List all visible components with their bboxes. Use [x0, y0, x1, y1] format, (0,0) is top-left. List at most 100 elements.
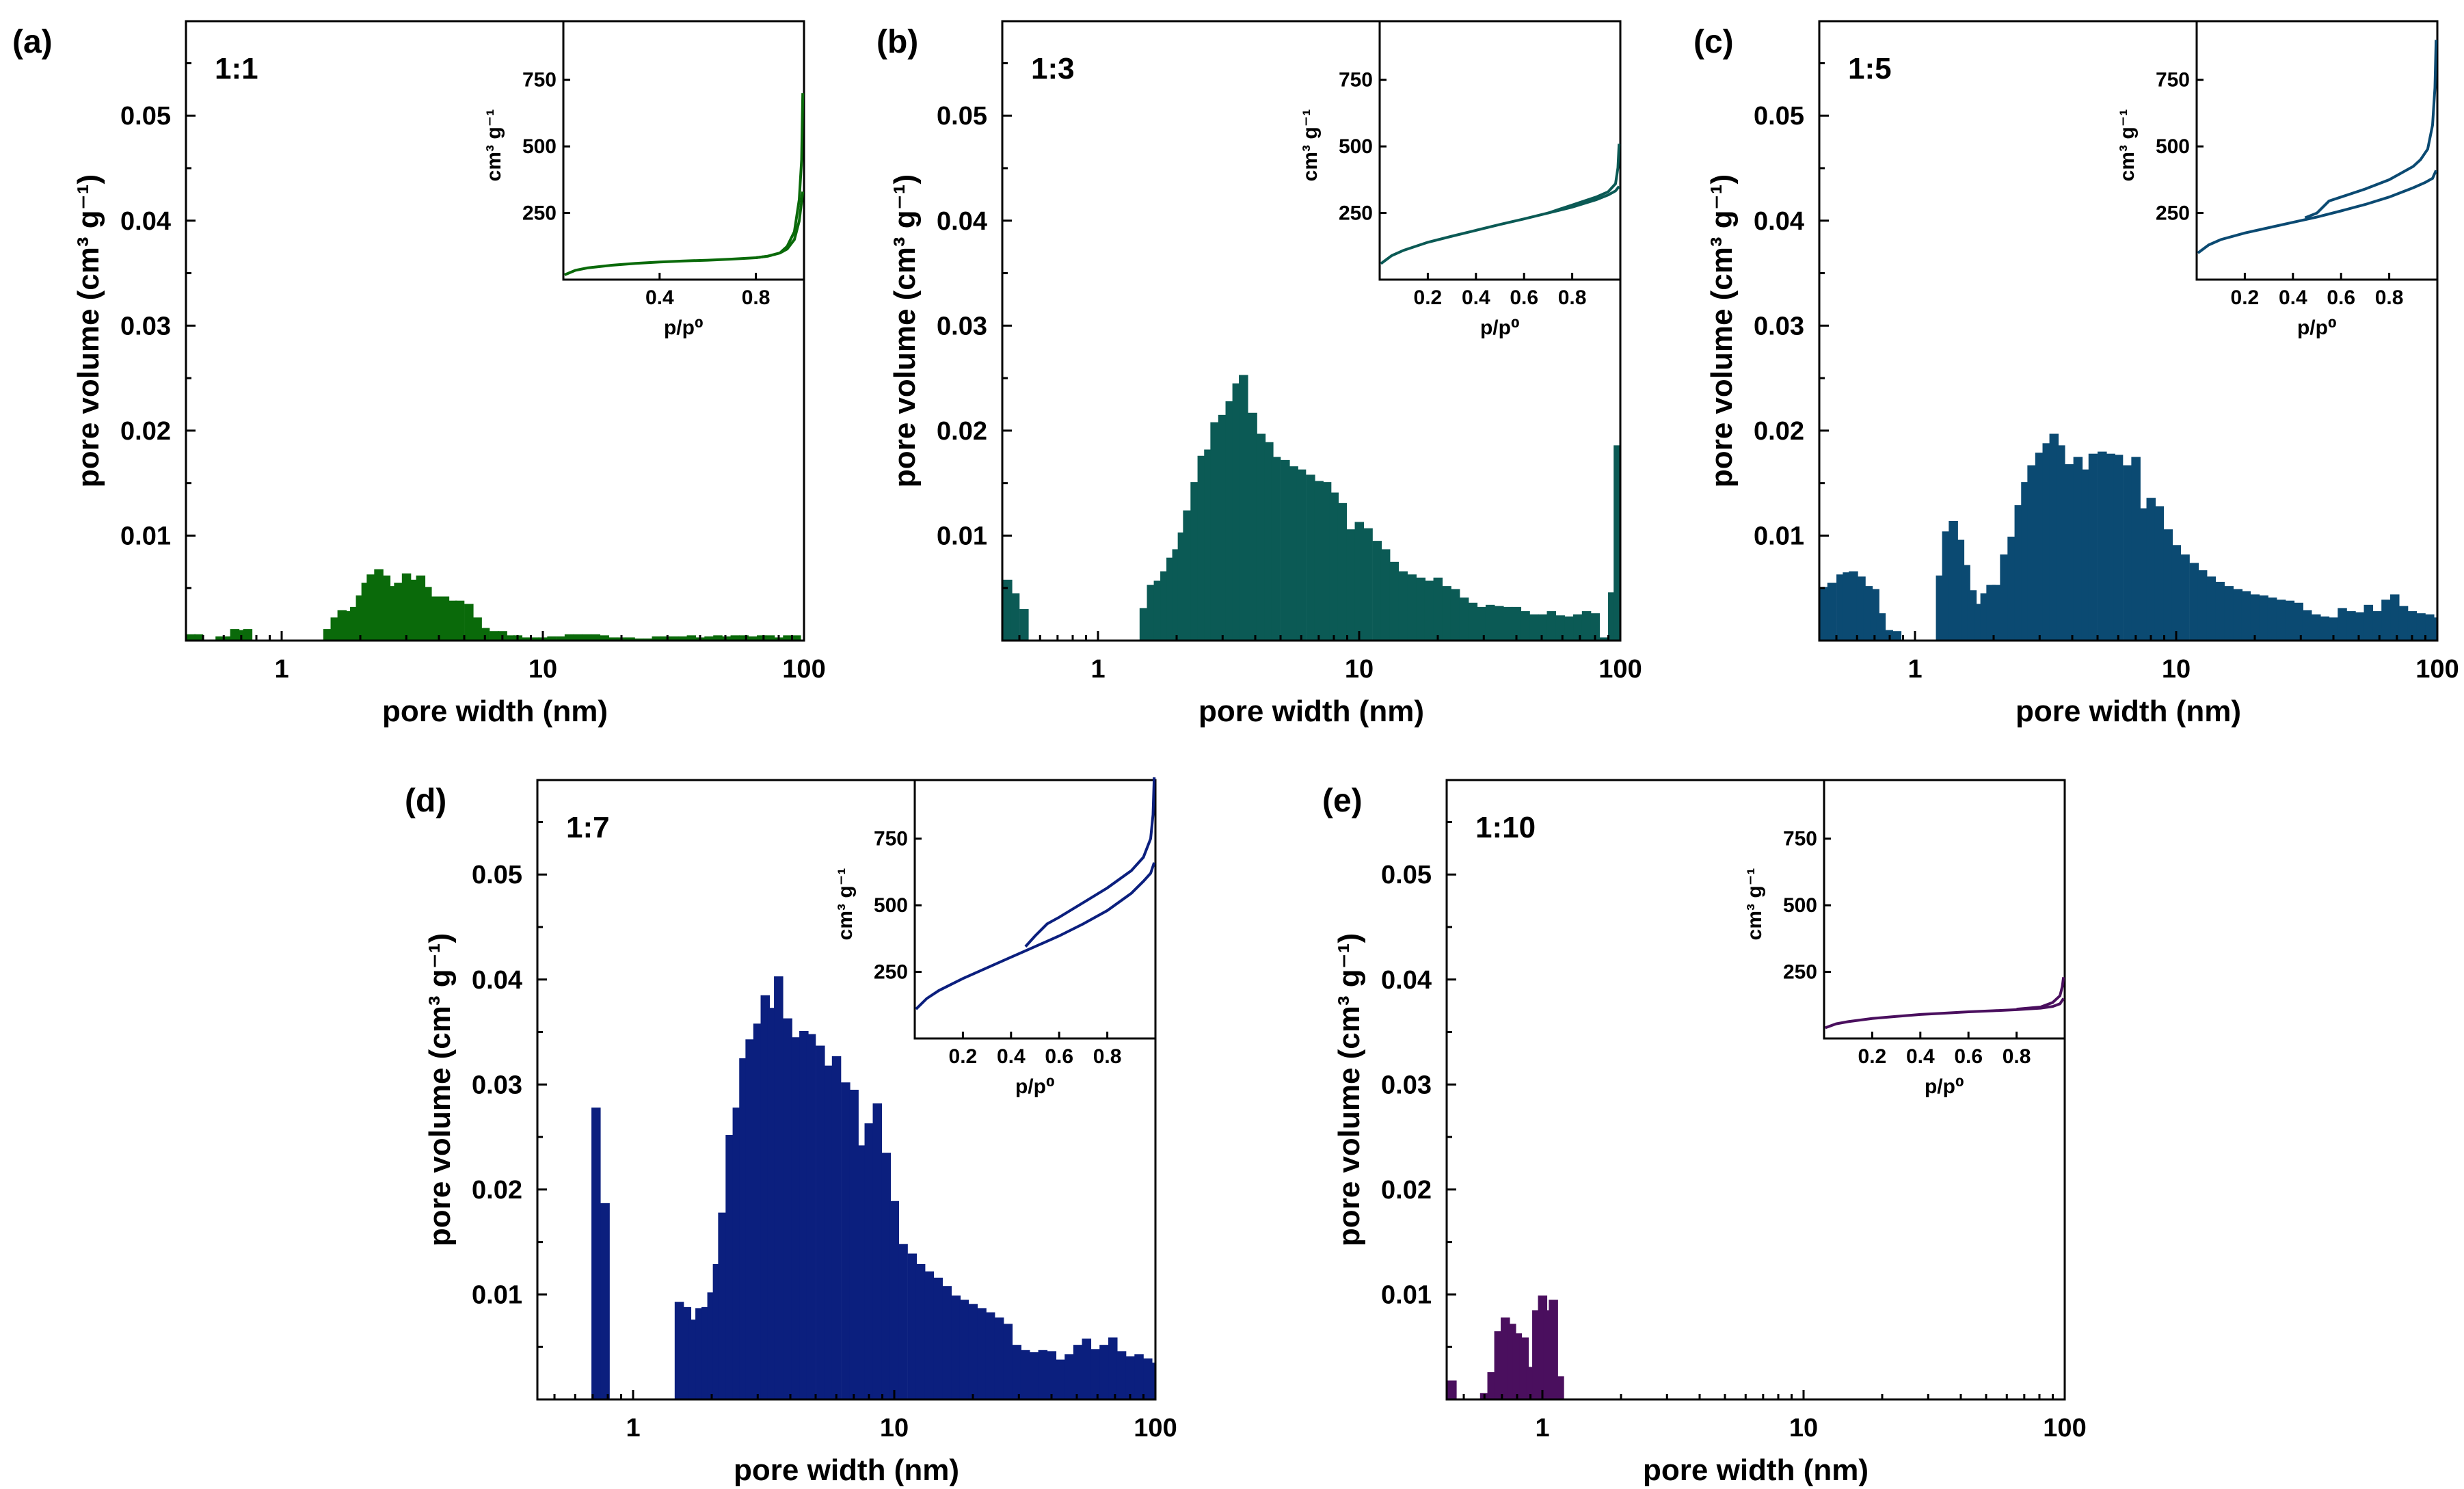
y-tick-label: 0.02	[120, 417, 171, 446]
y-tick-label: 0.04	[1381, 966, 1432, 995]
bar	[2390, 594, 2400, 641]
bar	[1020, 1350, 1030, 1399]
inset-x-tick-label: 0.8	[2003, 1045, 2031, 1068]
bar	[2113, 455, 2124, 641]
bar	[1218, 414, 1228, 641]
inset-x-title: p/p⁰	[1015, 1075, 1055, 1098]
y-axis-title: pore volume (cm³ g⁻¹)	[1705, 174, 1739, 487]
bar	[1125, 1356, 1136, 1399]
bar	[1099, 1345, 1109, 1399]
inset-y-tick-label: 750	[1339, 69, 1373, 92]
bar	[366, 574, 376, 641]
bar	[669, 636, 679, 641]
bar	[591, 634, 600, 641]
bar	[1447, 1380, 1457, 1399]
bar	[2338, 608, 2347, 641]
inset-frame	[1378, 20, 1622, 281]
bar	[730, 635, 740, 641]
bar	[2224, 586, 2234, 641]
bar	[1354, 522, 1365, 641]
bars	[591, 976, 1156, 1399]
bars	[187, 569, 801, 641]
bar	[2163, 529, 2173, 641]
x-tick-label: 100	[782, 655, 825, 684]
inset-x-tick-label: 0.4	[997, 1045, 1026, 1068]
inset-x-tick-label: 0.8	[1558, 286, 1587, 309]
y-tick-label: 0.03	[1754, 312, 1804, 340]
bar	[2250, 594, 2260, 641]
bar	[1003, 1324, 1013, 1399]
bar	[2035, 453, 2045, 641]
inset-x-tick-label: 0.8	[2375, 286, 2404, 309]
bar	[1884, 630, 1893, 641]
bar	[1346, 529, 1356, 641]
panel-label: (b)	[876, 24, 918, 60]
bar	[1073, 1345, 1083, 1399]
bar	[915, 1263, 926, 1399]
y-tick-label: 0.04	[120, 207, 171, 236]
bar	[374, 569, 384, 641]
x-tick-label: 1	[274, 655, 289, 684]
plot-frame	[185, 20, 805, 642]
bar	[745, 1039, 755, 1399]
adsorption-branch	[1825, 997, 2065, 1030]
bar	[223, 636, 232, 641]
bar	[1322, 482, 1332, 641]
bar	[521, 637, 531, 641]
bar	[1064, 1354, 1074, 1399]
desorption-branch	[1547, 144, 1621, 215]
y-axis-title: pore volume (cm³ g⁻¹)	[423, 933, 457, 1246]
bar	[2320, 616, 2330, 641]
bar	[994, 1317, 1004, 1399]
bar	[1380, 549, 1391, 641]
bar	[1503, 606, 1513, 641]
y-axis-title: pore volume (cm³ g⁻¹)	[72, 174, 105, 487]
inset-y-tick-label: 750	[874, 828, 908, 850]
inset-y-tick-label: 250	[522, 202, 557, 225]
x-axis-title: pore width (nm)	[734, 1453, 959, 1487]
inset-y-title: cm³ g⁻¹	[2116, 109, 2139, 182]
bar	[898, 1244, 908, 1399]
bar	[1012, 1345, 1021, 1399]
bar	[1082, 1338, 1092, 1399]
bar	[1442, 586, 1451, 641]
bar	[1398, 571, 1408, 641]
bar	[739, 635, 749, 641]
bar	[1827, 582, 1837, 641]
bar	[1856, 576, 1866, 641]
panel-label: (d)	[405, 783, 446, 819]
bar	[725, 1135, 735, 1399]
bar	[1599, 637, 1609, 641]
inset-x-tick-label: 0.2	[1414, 286, 1443, 309]
bar	[1573, 614, 1583, 641]
bar	[1056, 1359, 1065, 1399]
inset-frame	[2195, 20, 2439, 281]
plot-frame	[1818, 20, 2439, 642]
bar	[472, 617, 482, 641]
bar	[933, 1277, 943, 1399]
inset-x-tick-label: 0.6	[2327, 286, 2355, 309]
bar	[2346, 611, 2356, 641]
inset: 250 500 750 0.4 0.8 p/p⁰ cm³ g⁻¹	[483, 20, 805, 339]
bar	[634, 638, 644, 641]
bar	[1256, 433, 1266, 641]
bar	[1030, 1352, 1039, 1399]
bar	[2106, 453, 2115, 641]
adsorption-branch	[915, 862, 1156, 1010]
bar	[401, 573, 412, 641]
panel-a: 0.01 0.02 0.03 0.04 0.05 1 10 100 pore width (nm…	[12, 20, 826, 728]
bar	[1108, 1337, 1118, 1399]
plot-frame	[1001, 20, 1622, 642]
y-tick-label: 0.02	[1381, 1176, 1432, 1205]
bar	[799, 1031, 809, 1399]
bar	[600, 635, 610, 641]
bars	[1820, 433, 2438, 641]
bar	[600, 1203, 610, 1399]
bar	[2294, 602, 2303, 641]
bar	[2206, 576, 2217, 641]
bar	[792, 635, 801, 641]
inset-x-title: p/p⁰	[664, 317, 704, 339]
x-tick-label: 10	[1345, 655, 1374, 684]
inset-x-tick-label: 0.8	[1093, 1045, 1122, 1068]
bar	[951, 1295, 961, 1399]
